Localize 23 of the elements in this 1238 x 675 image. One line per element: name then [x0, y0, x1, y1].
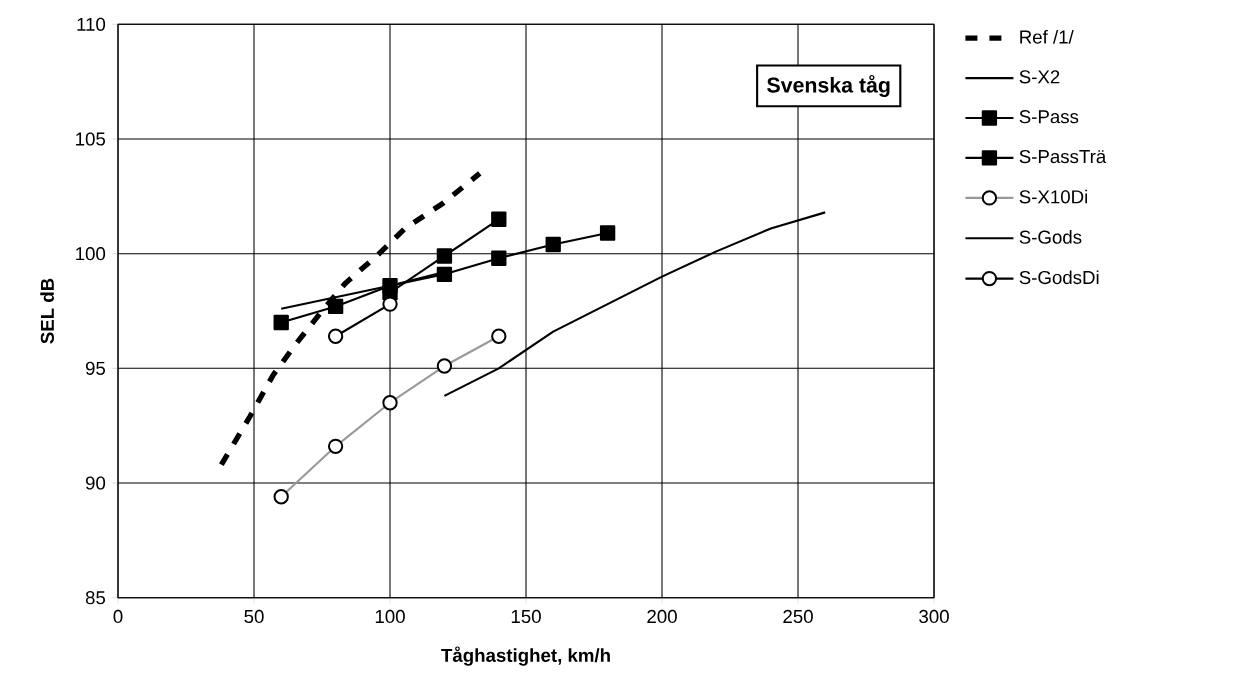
- y-tick-label: 90: [85, 476, 106, 490]
- x-tick-label: 250: [783, 609, 813, 624]
- legend-label: S-GodsDi: [1019, 270, 1099, 285]
- x-tick-label: 100: [375, 609, 405, 624]
- y-tick-label: 110: [77, 17, 106, 31]
- legend-label: Ref /1/: [1020, 29, 1074, 44]
- x-axis-title: Tåghastighet, km/h: [441, 646, 610, 666]
- y-tick-label: 85: [85, 591, 106, 605]
- x-tick-label: 200: [647, 609, 677, 624]
- legend-label: S-Pass: [1019, 110, 1079, 124]
- x-tick-label: 300: [919, 609, 949, 624]
- x-tick-label: 150: [511, 609, 541, 624]
- legend-label: S-X10Di: [1019, 189, 1087, 204]
- legend-label: S-Gods: [1019, 230, 1082, 244]
- x-tick-label: 50: [244, 609, 264, 624]
- y-tick-label: 105: [76, 132, 106, 146]
- x-tick-label: 0: [113, 609, 123, 624]
- legend-label: S-PassTrä: [1019, 149, 1107, 164]
- annotation: Svenska tåg: [767, 74, 890, 97]
- legend-label: S-X2: [1019, 70, 1060, 84]
- y-axis-title: SEL dB: [40, 278, 54, 344]
- y-tick-label: 100: [76, 247, 106, 261]
- y-tick-label: 95: [85, 361, 106, 375]
